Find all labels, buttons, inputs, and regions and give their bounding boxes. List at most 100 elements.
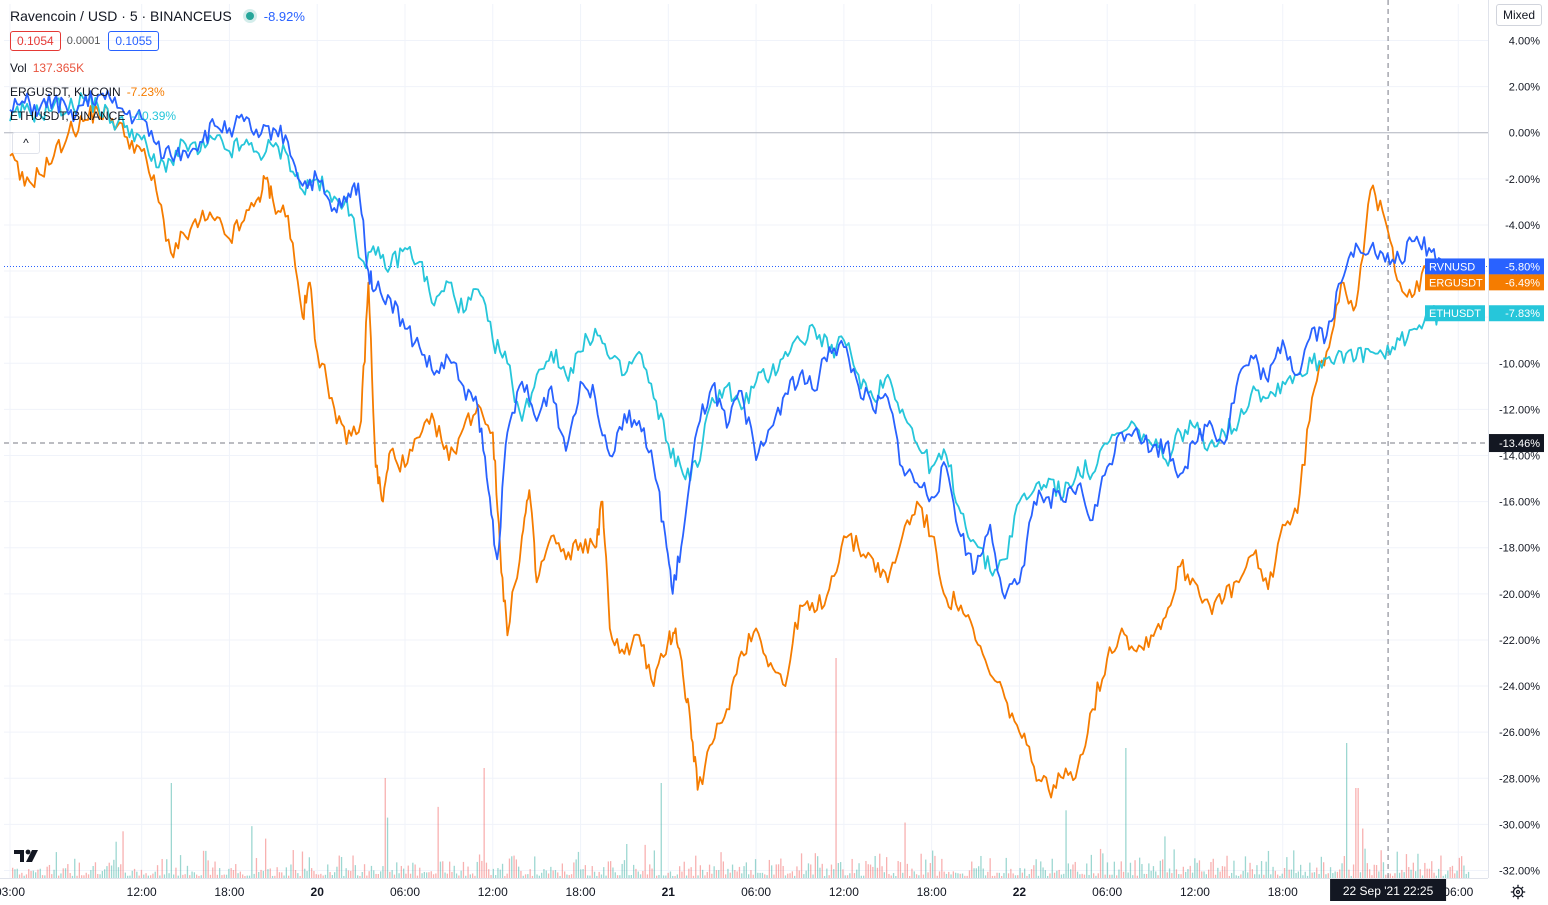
volume-bar [506,873,508,878]
volume-bar [690,867,692,878]
volume-bar [150,875,152,878]
volume-bar [692,875,695,878]
collapse-legend-button[interactable]: ^ [12,132,40,154]
volume-bar [1150,870,1152,878]
volume-bar [409,873,412,878]
volume-bar [1336,871,1339,878]
volume-bar [62,868,64,878]
volume-bar [412,862,414,878]
volume-bar [1440,855,1442,878]
volume-bar [531,875,534,878]
volume-bar [209,874,212,878]
x-tick-label: 12:00 [127,885,157,899]
volume-bar [1152,866,1155,878]
volume-bar [1053,872,1056,878]
volume-bar [522,875,524,878]
volume-bar [166,859,168,878]
volume-bar [39,868,41,878]
volume-bar [276,867,278,878]
volume-bar [357,875,359,878]
volume-bar [499,869,501,878]
volume-bar [573,862,575,878]
compare-ergusdt-label[interactable]: ERGUSDT, KUCOIN [10,85,121,99]
volume-bar [527,874,529,878]
volume-bar [964,875,966,878]
volume-bar [1191,872,1194,878]
volume-bar [421,873,423,878]
volume-bar [580,869,582,878]
y-tick-label: 0.00% [1509,128,1540,140]
volume-bar [225,874,228,878]
volume-bar [575,859,577,878]
volume-bar [851,858,853,878]
volume-bar [674,875,676,878]
gear-icon[interactable] [1510,884,1526,900]
volume-bar [1359,872,1362,878]
volume-bar [819,867,821,878]
volume-bar [849,873,851,878]
volume-bar [766,875,768,878]
volume-bar [281,872,283,878]
volume-bar [863,875,865,878]
volume-bar [879,853,881,878]
volume-bar [743,866,745,878]
volume-bar [547,873,550,878]
volume-bar [1249,862,1251,878]
volume-bar [1097,873,1099,878]
volume-bar [361,871,363,878]
volume-bar [1408,867,1410,878]
volume-bar [115,841,117,878]
volume-bar [1454,873,1456,878]
volume-bar [340,856,343,878]
y-tick-label: -22.00% [1499,635,1540,647]
volume-bar [754,859,757,878]
tradingview-logo-icon[interactable] [12,846,40,866]
volume-bar [984,875,987,878]
compare-ethusdt-label[interactable]: ETHUSDT, BINANCE [10,109,126,123]
volume-bar [1024,868,1026,878]
volume-bar [1205,874,1207,878]
volume-bar [1090,854,1092,878]
volume-bar [1010,868,1012,878]
volume-bar [1325,874,1327,878]
volume-bar [800,853,803,878]
volume-bar [1396,851,1398,878]
volume-bar [1007,873,1010,878]
scale-mode-button[interactable]: Mixed [1496,4,1542,26]
volume-bar [251,826,253,878]
volume-bar [789,873,791,878]
volume-bar [278,872,281,878]
volume-bar [373,870,375,878]
ask-price[interactable]: 0.1055 [108,31,160,51]
volume-bar [543,869,545,878]
volume-bar [1465,873,1467,878]
volume-bar [718,870,720,878]
volume-bar [419,867,421,878]
volume-bar [1444,874,1447,878]
volume-bar [1385,874,1387,878]
x-tick-label: 18:00 [1268,885,1298,899]
volume-bar [909,875,911,878]
volume-bar [1111,874,1113,878]
market-status-dot[interactable] [245,12,254,20]
volume-bar [593,871,596,878]
volume-bar [1242,870,1244,878]
volume-bar [182,874,184,878]
volume-bar [899,862,902,878]
bid-price[interactable]: 0.1054 [10,31,61,51]
volume-bar [216,874,218,878]
volume-bar [745,862,747,878]
volume-bar [835,658,837,878]
volume-bar [55,852,57,878]
volume-bar [1366,863,1368,878]
volume-bar [1311,872,1313,878]
volume-bar [1228,875,1230,878]
volume-bar [1318,873,1320,878]
volume-bar [706,871,708,878]
volume-bar [886,857,888,878]
chart-legend: Ravencoin / USD · 5 · BINANCEUS -8.92% 0… [10,6,305,128]
volume-bar [1056,870,1058,878]
symbol-title[interactable]: Ravencoin / USD · 5 · BINANCEUS [10,8,232,24]
volume-bar [566,874,568,878]
